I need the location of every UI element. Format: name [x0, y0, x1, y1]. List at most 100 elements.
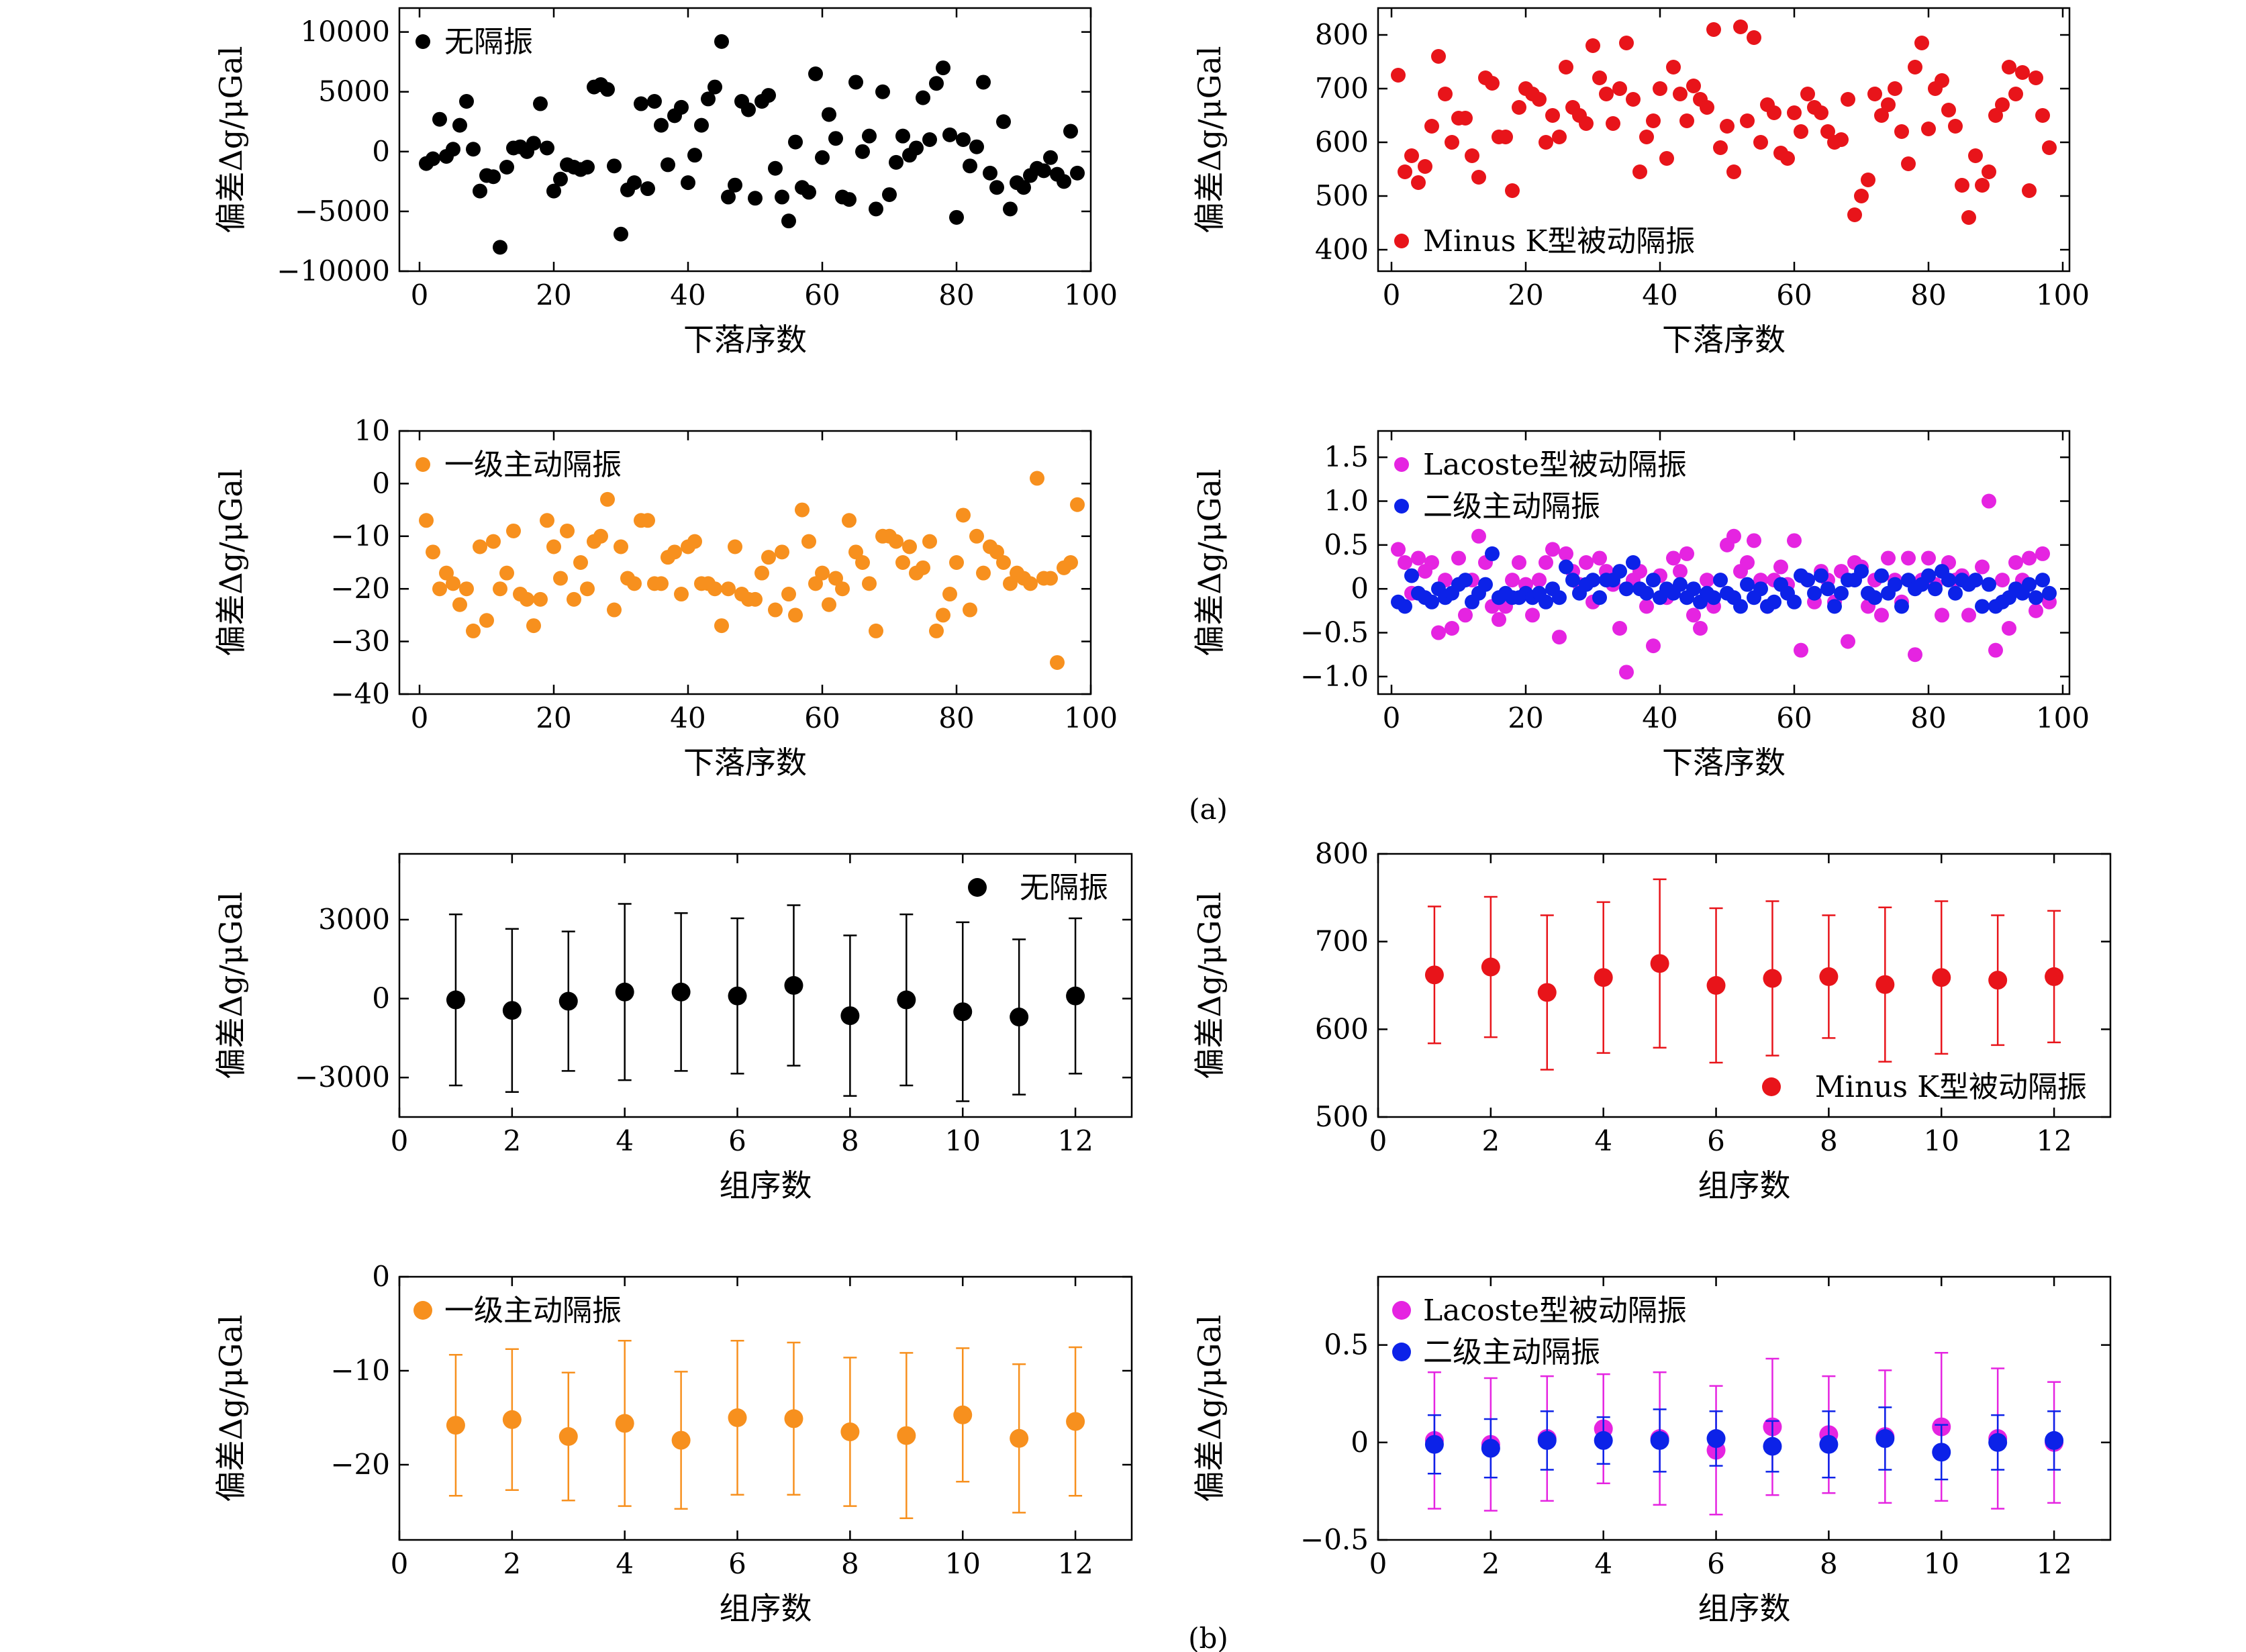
data-point [1686, 608, 1701, 623]
y-tick-label: −5000 [295, 195, 390, 228]
data-point [922, 534, 937, 549]
data-point [540, 513, 554, 528]
x-tick-label: 0 [1383, 279, 1401, 311]
data-point [2022, 550, 2037, 566]
data-point [607, 158, 622, 174]
x-tick-label: 100 [1064, 279, 1118, 311]
y-tick-label: −1.0 [1300, 660, 1369, 693]
data-point [714, 34, 729, 49]
legend-label: Minus K型被动隔振 [1815, 1070, 2087, 1104]
data-point [869, 623, 883, 638]
data-point [889, 534, 904, 549]
data-point [1982, 577, 1996, 592]
data-point [989, 544, 1004, 560]
x-tick-label: 6 [728, 1124, 746, 1157]
data-point [1537, 983, 1557, 1002]
data-point [1706, 590, 1721, 605]
data-point [1700, 573, 1714, 588]
x-tick-label: 40 [670, 279, 705, 311]
data-point [916, 560, 930, 575]
data-point [1988, 1432, 2008, 1452]
series-0 [419, 471, 1085, 670]
data-point [1767, 594, 1781, 610]
x-tick-label: 0 [391, 1547, 409, 1580]
data-point [1666, 60, 1681, 75]
data-point [1975, 599, 1990, 614]
data-point [788, 608, 803, 623]
data-point [775, 544, 789, 560]
data-point [1579, 555, 1594, 570]
data-point [640, 181, 655, 197]
data-point [768, 602, 783, 618]
data-point [815, 150, 830, 165]
data-point [681, 175, 695, 191]
data-point [1639, 130, 1654, 144]
data-point [1579, 116, 1594, 131]
data-point [1827, 599, 1842, 614]
data-point [627, 175, 642, 191]
data-point [1431, 625, 1446, 640]
data-point [1411, 550, 1426, 566]
data-point [1505, 183, 1520, 198]
data-point [1023, 576, 1038, 591]
data-point [1063, 555, 1078, 570]
y-tick-label: 600 [1315, 1012, 1369, 1045]
data-point [1861, 173, 1875, 187]
data-point [1921, 122, 1936, 136]
y-tick-label: 400 [1315, 233, 1369, 266]
data-point [1545, 108, 1560, 123]
data-point [1961, 608, 1976, 623]
x-tick-label: 0 [391, 1124, 409, 1157]
data-point [580, 581, 595, 597]
x-tick-label: 80 [938, 701, 974, 734]
legend-label: 一级主动隔振 [444, 1294, 622, 1328]
data-point [989, 180, 1004, 195]
data-point [1921, 568, 1936, 583]
data-point [1901, 156, 1916, 171]
data-point [1847, 207, 1862, 222]
data-point [459, 581, 474, 597]
legend-label: 一级主动隔振 [444, 448, 622, 482]
data-point [1988, 642, 2003, 658]
chart-a1: 0 20 40 60 80 100 −10000 −5000 0 5000 10000 下落序数 偏差Δ… [213, 7, 1118, 358]
data-point [1767, 105, 1781, 120]
data-point [634, 96, 648, 111]
data-point [1594, 1430, 1613, 1450]
data-point [1659, 151, 1674, 166]
chart-a4: 0 20 40 60 80 100 −1.0 −0.5 0 0.5 1.0 1.5 下落序数 偏差Δg/μ… [1191, 430, 2090, 781]
data-point [1874, 108, 1889, 123]
data-point [526, 136, 541, 151]
plot-frame [1377, 1275, 2112, 1541]
data-point [1653, 81, 1667, 96]
data-point [996, 555, 1011, 570]
figure-label-b: (b) [1188, 1622, 1228, 1652]
data-point [1505, 573, 1520, 588]
data-point [1030, 471, 1044, 486]
x-tick-label: 6 [1707, 1124, 1725, 1157]
data-point [473, 183, 487, 199]
data-point [768, 160, 783, 176]
data-point [1063, 124, 1078, 139]
data-point [1726, 164, 1741, 179]
chart-b2: 0 2 4 6 8 10 12 500 600 700 800 组序数 偏差Δg/μGal Minus K… [1191, 837, 2112, 1204]
data-point [1619, 581, 1634, 597]
data-point [1650, 954, 1669, 973]
data-point [419, 513, 434, 528]
x-tick-label: 20 [536, 701, 571, 734]
x-tick-label: 8 [841, 1124, 859, 1157]
legend-label: 二级主动隔振 [1423, 489, 1600, 524]
data-point [533, 96, 548, 111]
data-point [869, 201, 883, 217]
data-point [1673, 577, 1688, 592]
data-point [426, 151, 440, 166]
y-tick-label: 1.0 [1324, 485, 1369, 518]
data-point [1592, 70, 1607, 85]
data-point [1646, 113, 1661, 128]
data-point [1935, 73, 1949, 88]
x-tick-label: 100 [1064, 701, 1118, 734]
plot-frame [1377, 430, 2071, 695]
x-tick-label: 12 [2036, 1547, 2071, 1580]
legend-marker [413, 1301, 432, 1320]
data-point [1820, 581, 1835, 597]
data-point [1854, 189, 1869, 203]
